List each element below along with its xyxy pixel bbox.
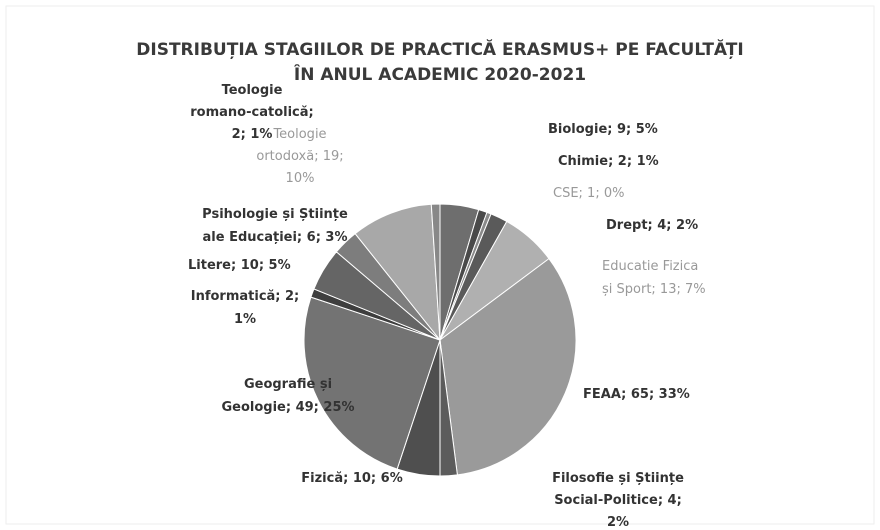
data-label: Educatie Fizica și Sport; 13; 7%	[602, 259, 706, 297]
title-line: DISTRIBUȚIA STAGIILOR DE PRACTICĂ ERASMU…	[136, 38, 743, 60]
data-label-line: romano-catolică;	[190, 105, 313, 120]
data-label-line: Drept; 4; 2%	[606, 218, 698, 233]
data-label-line: Chimie; 2; 1%	[558, 154, 659, 169]
data-label: Teologie romano-catolică; 2; 1%	[190, 83, 313, 142]
data-label: Biologie; 9; 5%	[548, 122, 658, 137]
data-label-line: Psihologie și Științe	[202, 207, 348, 222]
data-label-line: CSE; 1; 0%	[553, 186, 624, 201]
title-line: ÎN ANUL ACADEMIC 2020-2021	[294, 63, 586, 85]
pie-slice	[430, 203, 441, 341]
chart-title: DISTRIBUȚIA STAGIILOR DE PRACTICĂ ERASMU…	[136, 38, 743, 85]
data-label-line: ortodoxă; 19;	[256, 149, 343, 164]
data-label-line: FEAA; 65; 33%	[583, 387, 690, 402]
pie-slice	[439, 257, 577, 476]
data-label-line: Geologie; 49; 25%	[221, 400, 354, 415]
data-label: Litere; 10; 5%	[188, 258, 291, 273]
data-label: Psihologie și Științe ale Educației; 6; 3…	[202, 207, 348, 245]
data-label-line: 2%	[607, 515, 629, 530]
data-label-line: ale Educației; 6; 3%	[203, 230, 348, 245]
data-label-line: și Sport; 13; 7%	[602, 282, 706, 297]
data-label: Filosofie și Științe Social-Politice; 4; 2…	[552, 471, 684, 530]
data-label-line: 10%	[286, 171, 315, 186]
data-label-line: Biologie; 9; 5%	[548, 122, 658, 137]
data-label-line: Informatică; 2;	[191, 289, 300, 304]
data-label: Geografie și Geologie; 49; 25%	[221, 377, 354, 415]
data-label-line: Teologie	[222, 83, 283, 98]
data-label: Teologie ortodoxă; 19; 10%	[256, 127, 343, 186]
data-label-line: Filosofie și Științe	[552, 471, 684, 486]
data-label: FEAA; 65; 33%	[583, 387, 690, 402]
data-label-line: Educatie Fizica	[602, 259, 698, 274]
pie-slice	[303, 296, 441, 470]
data-label-line: Litere; 10; 5%	[188, 258, 291, 273]
data-label-line: Geografie și	[244, 377, 332, 392]
data-label: CSE; 1; 0%	[553, 186, 624, 201]
pie-slice	[354, 203, 441, 342]
data-label-line: Fizică; 10; 6%	[301, 471, 402, 486]
data-label-line: Teologie	[272, 127, 326, 142]
data-label: Fizică; 10; 6%	[301, 471, 402, 486]
data-label: Drept; 4; 2%	[606, 218, 698, 233]
data-label-line: 2; 1%	[232, 127, 273, 142]
data-label: Informatică; 2; 1%	[191, 289, 300, 327]
data-label: Chimie; 2; 1%	[558, 154, 659, 169]
data-label-line: 1%	[234, 312, 256, 327]
data-label-line: Social-Politice; 4;	[554, 493, 682, 508]
